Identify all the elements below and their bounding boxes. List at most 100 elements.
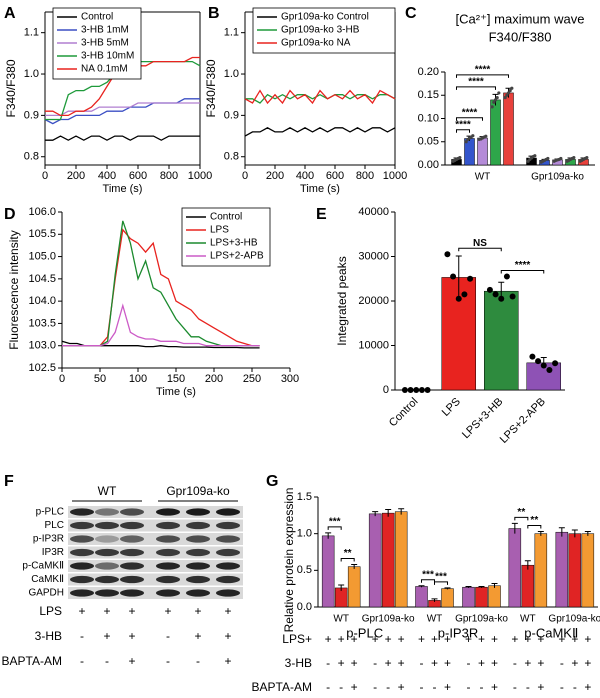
- y-tick-label: 0.5: [297, 564, 312, 576]
- data-point: [401, 387, 408, 393]
- condition-label: 3-HB: [35, 629, 62, 643]
- blot-row-label: p-IP3R: [33, 534, 64, 545]
- y-tick-label: 0: [383, 384, 389, 396]
- blot-band: [186, 535, 210, 543]
- y-tick-label: 0.9: [24, 109, 39, 121]
- data-point: [464, 140, 468, 144]
- condition-mark: +: [524, 656, 531, 670]
- blot-row-label: p-PLC: [36, 507, 64, 518]
- bar: [484, 290, 519, 391]
- blot-row-label: p-CaMKⅡ: [22, 561, 64, 572]
- x-tick-label: 250: [243, 373, 261, 385]
- error-bar: [455, 255, 462, 299]
- x-tick-label: 1000: [188, 170, 212, 182]
- error-bar: [418, 585, 425, 588]
- y-tick-label: 1.1: [224, 27, 239, 39]
- condition-label: BAPTA-AM: [2, 654, 62, 668]
- condition-mark: -: [196, 654, 200, 668]
- error-bar: [338, 584, 345, 591]
- condition-mark: +: [431, 632, 438, 646]
- error-bar: [558, 527, 565, 537]
- condition-mark: +: [584, 680, 591, 694]
- legend-label: Control: [81, 12, 113, 23]
- data-point: [503, 273, 510, 280]
- y-tick-label: 105.0: [28, 250, 56, 262]
- annotation: **: [344, 548, 352, 559]
- subgroup-label: WT: [427, 614, 443, 625]
- annotation: **: [517, 507, 525, 518]
- condition-mark: +: [444, 656, 451, 670]
- annotation: ****: [475, 65, 491, 76]
- condition-mark: -: [480, 680, 484, 694]
- category-label: p-IP3R: [438, 625, 478, 640]
- condition-mark: +: [444, 680, 451, 694]
- condition-mark: +: [194, 604, 201, 618]
- data-point: [484, 134, 488, 138]
- condition-mark: +: [372, 632, 379, 646]
- condition-mark: +: [103, 629, 110, 643]
- y-tick-label: 0.05: [418, 136, 439, 148]
- bracket: [456, 74, 509, 78]
- x-tick-label: 800: [356, 170, 374, 182]
- blot-band: [156, 548, 180, 557]
- x-tick-label: LPS+3-HB: [460, 396, 505, 441]
- y-tick-label: 10000: [358, 339, 389, 351]
- condition-mark: +: [444, 632, 451, 646]
- condition-mark: +: [78, 604, 85, 618]
- y-tick-label: 104.0: [28, 295, 56, 307]
- x-tick-label: 600: [129, 170, 147, 182]
- condition-mark: +: [491, 632, 498, 646]
- y-tick-label: 30000: [358, 250, 389, 262]
- data-point: [497, 91, 501, 95]
- y-tick-label: 0.15: [418, 89, 439, 101]
- annotation: ****: [462, 107, 478, 118]
- data-point: [418, 387, 425, 393]
- bar: [368, 513, 382, 608]
- y-tick-label: 1.0: [297, 528, 312, 540]
- line-series: [62, 303, 260, 347]
- blot-band: [120, 589, 144, 597]
- blot-band: [186, 575, 210, 584]
- condition-mark: +: [128, 604, 135, 618]
- bar: [488, 585, 501, 608]
- bar: [475, 586, 488, 608]
- legend-label: LPS+2-APB: [210, 251, 264, 262]
- condition-mark: +: [128, 629, 135, 643]
- condition-mark: -: [373, 656, 377, 670]
- error-bar: [372, 511, 379, 517]
- legend-label: 3-HB 1mM: [81, 25, 129, 36]
- condition-mark: -: [420, 656, 424, 670]
- panel-label: D: [4, 206, 16, 223]
- line-series: [244, 89, 396, 105]
- y-tick-label: 1.0: [224, 68, 239, 80]
- bar: [347, 566, 361, 608]
- blot-band: [70, 548, 94, 557]
- data-point: [424, 387, 431, 393]
- condition-mark: -: [386, 680, 390, 694]
- x-tick-label: 0: [42, 170, 48, 182]
- blot-band: [156, 562, 180, 570]
- x-tick-label: 600: [326, 170, 344, 182]
- error-bar: [398, 508, 405, 515]
- annotation: ****: [468, 77, 484, 88]
- blot-band: [70, 521, 94, 530]
- blot-row-label: GAPDH: [28, 588, 64, 599]
- x-tick-label: Control: [387, 396, 421, 430]
- x-tick-label: 1000: [383, 170, 407, 182]
- panel-label: A: [4, 5, 16, 22]
- legend-label: LPS: [210, 225, 229, 236]
- blot-band: [95, 575, 119, 584]
- condition-label: BAPTA-AM: [252, 680, 312, 694]
- x-tick-label: 400: [98, 170, 116, 182]
- data-point: [490, 105, 494, 109]
- legend-label: Gpr109a-ko NA: [281, 38, 351, 49]
- error-bar: [571, 529, 578, 538]
- x-tick-label: 200: [266, 170, 284, 182]
- data-point: [505, 93, 509, 97]
- data-point: [506, 91, 511, 95]
- error-bar: [351, 563, 358, 569]
- bracket: [456, 117, 483, 121]
- x-tick-label: 150: [167, 373, 185, 385]
- legend-label: Gpr109a-ko 3-HB: [281, 25, 360, 36]
- data-point: [510, 86, 514, 90]
